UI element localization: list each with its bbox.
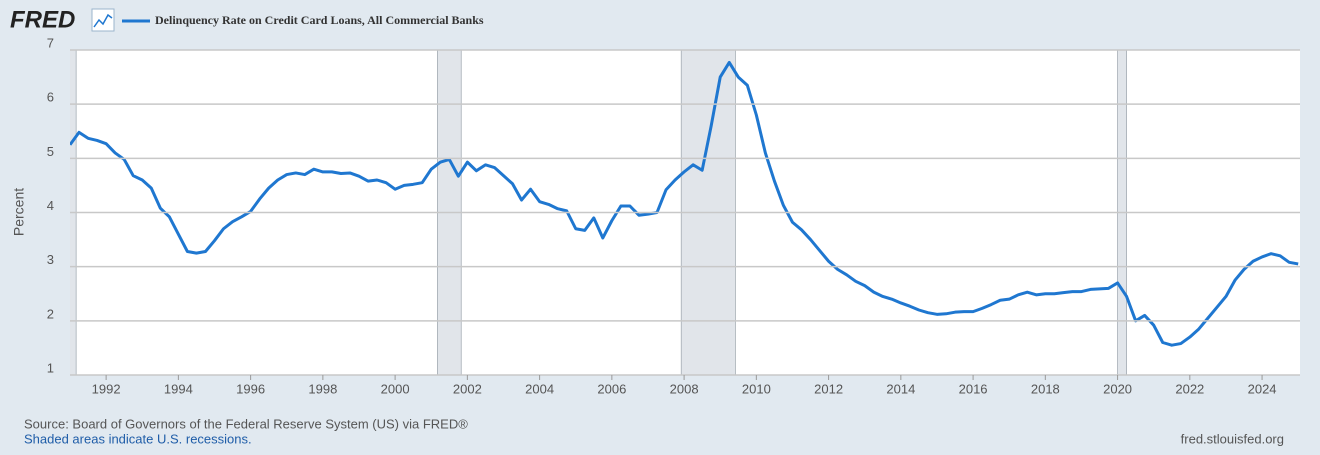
x-tick-label: 1994 [164,381,193,396]
y-tick-label: 2 [47,306,54,321]
x-tick-label: 2004 [525,381,554,396]
x-tick-label: 1996 [236,381,265,396]
y-tick-label: 4 [47,198,54,213]
y-tick-label: 7 [47,35,54,50]
x-tick-label: 1998 [308,381,337,396]
recession-note: Shaded areas indicate U.S. recessions. [24,431,252,446]
y-axis-label: Percent [11,188,27,236]
logo: FRED [10,6,75,33]
logo-icon [91,8,115,32]
x-tick-label: 2022 [1175,381,1204,396]
x-tick-label: 2008 [670,381,699,396]
x-tick-label: 2000 [381,381,410,396]
x-tick-label: 1992 [92,381,121,396]
y-tick-label: 5 [47,144,54,159]
x-tick-label: 2020 [1103,381,1132,396]
site-url: fred.stlouisfed.org [1181,431,1284,446]
x-tick-label: 2014 [886,381,915,396]
source: Source: Board of Governors of the Federa… [24,416,468,431]
x-tick-label: 2016 [959,381,988,396]
legend-label: Delinquency Rate on Credit Card Loans, A… [155,13,484,27]
y-tick-label: 3 [47,252,54,267]
x-tick-label: 2018 [1031,381,1060,396]
series-line [70,60,1299,347]
y-tick-label: 6 [47,90,54,105]
x-tick-label: 2006 [597,381,626,396]
y-tick-label: 1 [47,360,54,375]
x-tick-label: 2002 [453,381,482,396]
x-tick-label: 2012 [814,381,843,396]
x-tick-label: 2024 [1248,381,1277,396]
x-tick-label: 2010 [742,381,771,396]
